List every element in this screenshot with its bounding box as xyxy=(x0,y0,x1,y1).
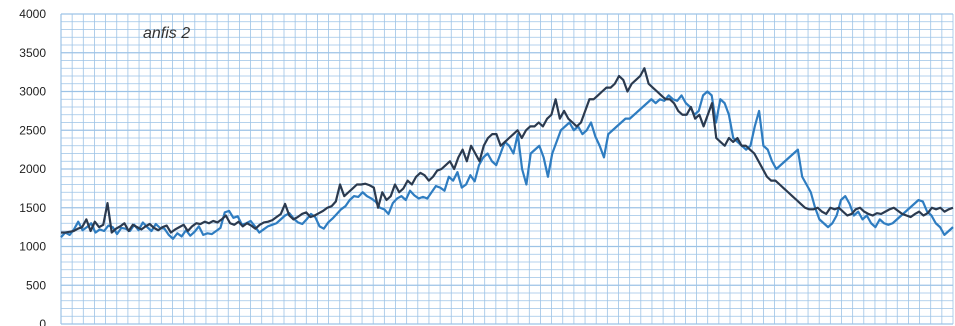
chart-annotation: anfis 2 xyxy=(143,25,190,42)
y-tick-label: 2500 xyxy=(19,123,46,137)
y-tick-label: 3500 xyxy=(19,46,46,60)
y-tick-label: 1000 xyxy=(19,240,46,254)
series-lines xyxy=(60,67,954,240)
y-tick-label: 1500 xyxy=(19,201,46,215)
y-tick-label: 2000 xyxy=(19,162,46,176)
y-tick-label: 0 xyxy=(39,317,46,326)
y-tick-label: 4000 xyxy=(19,7,46,21)
y-tick-label: 3000 xyxy=(19,85,46,99)
series-line-1 xyxy=(60,90,954,240)
grid xyxy=(60,13,954,325)
y-tick-label: 500 xyxy=(26,278,46,292)
y-tick-labels: 0 500 1000 1500 2000 2500 3000 3500 4000 xyxy=(19,7,46,326)
series-line-2 xyxy=(61,67,954,234)
